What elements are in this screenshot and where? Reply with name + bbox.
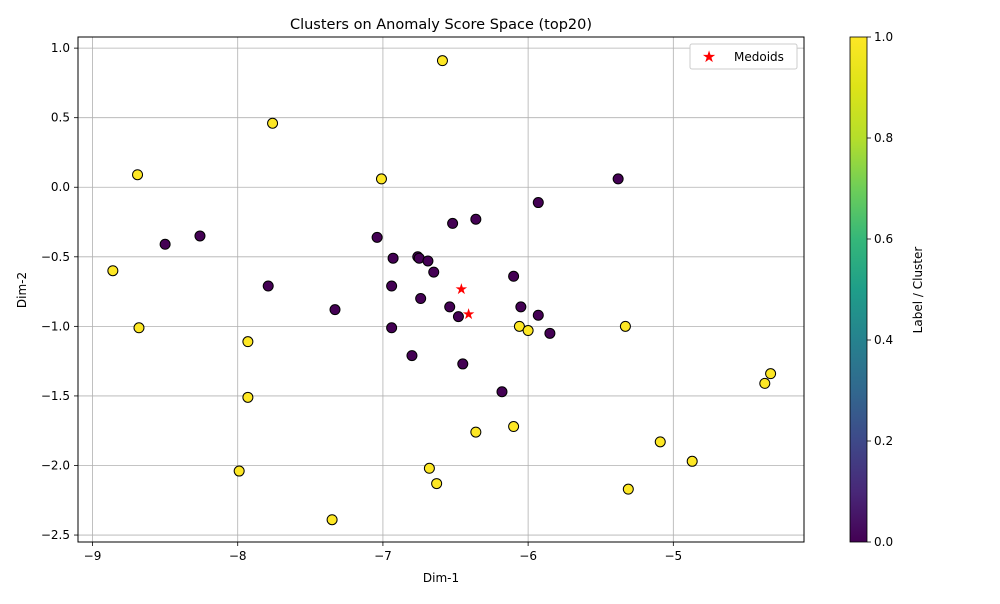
- plot-area: ★ ★ −9 −8 −7 −6 −5 −2.5 −2.0 −1.5 −1.0 −0.5 0.0 0.5 1.…: [41, 37, 804, 563]
- data-point-cluster-0: [388, 253, 398, 263]
- data-point-cluster-0: [263, 281, 273, 291]
- y-tick-label: −0.5: [41, 250, 70, 264]
- colorbar: 0.0 0.2 0.4 0.6 0.8 1.0 Label / Cluster: [850, 30, 925, 549]
- data-point-cluster-1: [687, 456, 697, 466]
- colorbar-ticks: 0.0 0.2 0.4 0.6 0.8 1.0: [867, 30, 893, 549]
- chart-title: Clusters on Anomaly Score Space (top20): [290, 17, 592, 33]
- colorbar-tick-label: 0.4: [874, 333, 893, 347]
- data-point-cluster-0: [195, 231, 205, 241]
- colorbar-label: Label / Cluster: [911, 247, 925, 334]
- data-point-cluster-1: [134, 323, 144, 333]
- data-point-cluster-0: [423, 256, 433, 266]
- data-point-cluster-1: [432, 479, 442, 489]
- data-point-cluster-1: [437, 56, 447, 66]
- x-tick-label: −6: [519, 549, 537, 563]
- data-point-cluster-0: [445, 302, 455, 312]
- axes-frame: [78, 37, 804, 542]
- data-point-cluster-0: [372, 232, 382, 242]
- y-axis-label: Dim-2: [15, 272, 29, 308]
- data-point-cluster-0: [448, 218, 458, 228]
- data-point-cluster-0: [516, 302, 526, 312]
- data-point-cluster-0: [533, 310, 543, 320]
- data-point-cluster-1: [655, 437, 665, 447]
- data-point-cluster-0: [533, 198, 543, 208]
- y-tick-label: −1.5: [41, 389, 70, 403]
- data-point-cluster-0: [330, 305, 340, 315]
- data-point-cluster-1: [509, 422, 519, 432]
- colorbar-tick-label: 0.0: [874, 535, 893, 549]
- colorbar-tick-label: 0.6: [874, 232, 893, 246]
- y-tick-label: −2.5: [41, 528, 70, 542]
- y-tick-label: −1.0: [41, 319, 70, 333]
- colorbar-tick-label: 0.2: [874, 434, 893, 448]
- data-point-cluster-0: [613, 174, 623, 184]
- data-point-cluster-1: [108, 266, 118, 276]
- data-point-cluster-1: [376, 174, 386, 184]
- legend: ★ Medoids: [690, 44, 797, 69]
- data-point-cluster-0: [458, 359, 468, 369]
- data-point-cluster-1: [327, 515, 337, 525]
- y-tick-label: 0.0: [51, 180, 70, 194]
- x-tick-label: −9: [84, 549, 102, 563]
- y-tick-label: 0.5: [51, 111, 70, 125]
- data-point-cluster-0: [407, 351, 417, 361]
- data-point-cluster-1: [424, 463, 434, 473]
- x-tick-label: −5: [664, 549, 682, 563]
- data-point-cluster-0: [545, 328, 555, 338]
- x-tick-label: −8: [229, 549, 247, 563]
- data-point-cluster-1: [234, 466, 244, 476]
- data-point-cluster-0: [387, 323, 397, 333]
- data-point-cluster-1: [766, 369, 776, 379]
- data-point-cluster-1: [243, 337, 253, 347]
- medoid-marker: ★: [462, 305, 475, 323]
- medoid-marker: ★: [455, 280, 468, 298]
- colorbar-gradient: [850, 37, 867, 542]
- data-point-cluster-1: [243, 392, 253, 402]
- y-tick-label: 1.0: [51, 41, 70, 55]
- y-tick-label: −2.0: [41, 458, 70, 472]
- data-point-cluster-0: [471, 214, 481, 224]
- data-point-cluster-1: [471, 427, 481, 437]
- x-tick-label: −7: [374, 549, 392, 563]
- data-point-cluster-1: [523, 326, 533, 336]
- data-point-cluster-0: [160, 239, 170, 249]
- data-point-cluster-0: [387, 281, 397, 291]
- legend-medoids-marker: ★: [702, 47, 716, 66]
- x-axis-label: Dim-1: [423, 571, 459, 585]
- data-point-cluster-1: [268, 118, 278, 128]
- colorbar-tick-label: 1.0: [874, 30, 893, 44]
- colorbar-tick-label: 0.8: [874, 131, 893, 145]
- data-point-cluster-0: [509, 271, 519, 281]
- data-point-cluster-1: [133, 170, 143, 180]
- legend-medoids-label: Medoids: [734, 50, 784, 64]
- data-point-cluster-0: [497, 387, 507, 397]
- data-point-cluster-1: [620, 321, 630, 331]
- data-point-cluster-0: [416, 294, 426, 304]
- data-point-cluster-0: [429, 267, 439, 277]
- data-point-cluster-1: [623, 484, 633, 494]
- data-point-cluster-1: [760, 378, 770, 388]
